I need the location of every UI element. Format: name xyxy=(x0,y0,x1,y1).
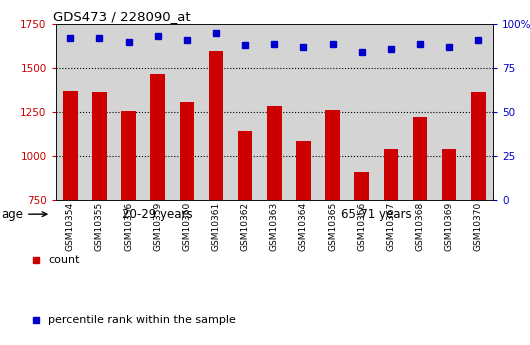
Text: 65-71 years: 65-71 years xyxy=(341,208,412,221)
Text: percentile rank within the sample: percentile rank within the sample xyxy=(48,315,236,325)
Bar xyxy=(325,110,340,332)
Text: GDS473 / 228090_at: GDS473 / 228090_at xyxy=(54,10,191,23)
Bar xyxy=(296,141,311,332)
Bar xyxy=(384,149,398,332)
Bar xyxy=(442,149,456,332)
Text: age: age xyxy=(1,208,47,221)
Bar xyxy=(92,92,107,332)
Bar xyxy=(355,172,369,332)
Text: 20-29 years: 20-29 years xyxy=(122,208,193,221)
Text: count: count xyxy=(48,255,80,265)
Bar xyxy=(121,111,136,332)
Bar xyxy=(180,101,194,332)
Bar xyxy=(238,131,252,332)
Bar xyxy=(151,74,165,332)
Bar xyxy=(209,51,223,332)
Bar xyxy=(471,92,485,332)
Bar xyxy=(267,106,281,332)
Bar xyxy=(413,117,427,332)
Bar xyxy=(63,91,77,332)
